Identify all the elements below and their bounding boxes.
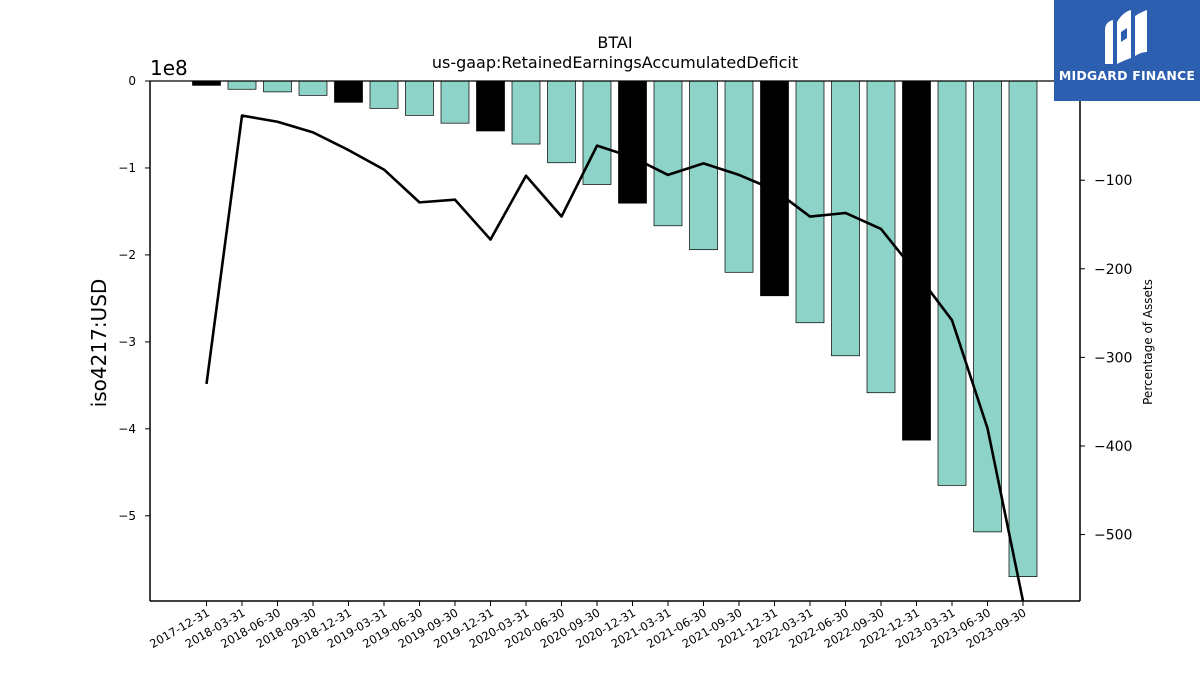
chart-title: BTAI [597, 33, 632, 52]
bar [973, 80, 1002, 533]
bar [263, 80, 292, 93]
y-tick-label: −2 [118, 248, 136, 262]
bar [937, 80, 967, 486]
y-tick-label: −3 [118, 335, 136, 349]
y-tick-label: −4 [118, 422, 136, 436]
bar [334, 80, 363, 103]
bar [760, 80, 789, 297]
y-tick-label: −5 [118, 509, 136, 523]
bar [618, 80, 647, 204]
y2-tick-label: −100 [1094, 173, 1132, 189]
y2-tick-label: −500 [1094, 528, 1132, 544]
bar [227, 80, 257, 90]
y-offset-label: 1e8 [150, 56, 188, 80]
bar [1008, 80, 1038, 578]
bar [511, 80, 541, 145]
brand-logo: MIDGARD FINANCE [1054, 0, 1200, 101]
bar [795, 80, 825, 324]
y-tick-label: 0 [128, 74, 136, 88]
bar [724, 80, 754, 273]
bar [440, 80, 470, 124]
y-axis-label: iso4217:USD [87, 279, 111, 408]
bar [547, 80, 576, 164]
logo-mark-icon [1105, 10, 1147, 64]
bar [298, 80, 328, 96]
bar [653, 80, 683, 227]
bar [476, 80, 505, 132]
bar [582, 80, 612, 185]
y2-tick-label: −300 [1094, 350, 1132, 366]
chart-subtitle: us-gaap:RetainedEarningsAccumulatedDefic… [432, 53, 798, 72]
plot-area: 0−1−2−3−4−5−100−200−300−400−5002017-12-3… [118, 74, 1132, 651]
y2-tick-label: −200 [1094, 262, 1132, 278]
bar [866, 80, 896, 394]
bar [405, 80, 434, 116]
bar [369, 80, 399, 109]
bar [192, 80, 221, 86]
y2-tick-label: −400 [1094, 439, 1132, 455]
y2-axis-label: Percentage of Assets [1141, 279, 1155, 405]
series-line [205, 114, 1025, 601]
y-tick-label: −1 [118, 161, 136, 175]
logo-text: MIDGARD FINANCE [1058, 68, 1196, 83]
